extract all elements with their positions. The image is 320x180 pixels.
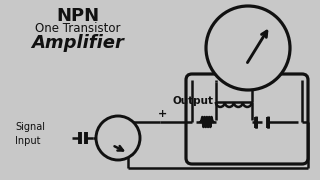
- Circle shape: [206, 6, 290, 90]
- Text: +: +: [158, 109, 168, 119]
- Text: -: -: [130, 150, 134, 160]
- Text: Signal
Input: Signal Input: [15, 122, 45, 146]
- FancyBboxPatch shape: [186, 74, 308, 164]
- Text: Output: Output: [172, 96, 213, 106]
- Text: One Transistor: One Transistor: [35, 22, 121, 35]
- Text: NPN: NPN: [56, 7, 100, 25]
- Text: Amplifier: Amplifier: [32, 34, 124, 52]
- Circle shape: [96, 116, 140, 160]
